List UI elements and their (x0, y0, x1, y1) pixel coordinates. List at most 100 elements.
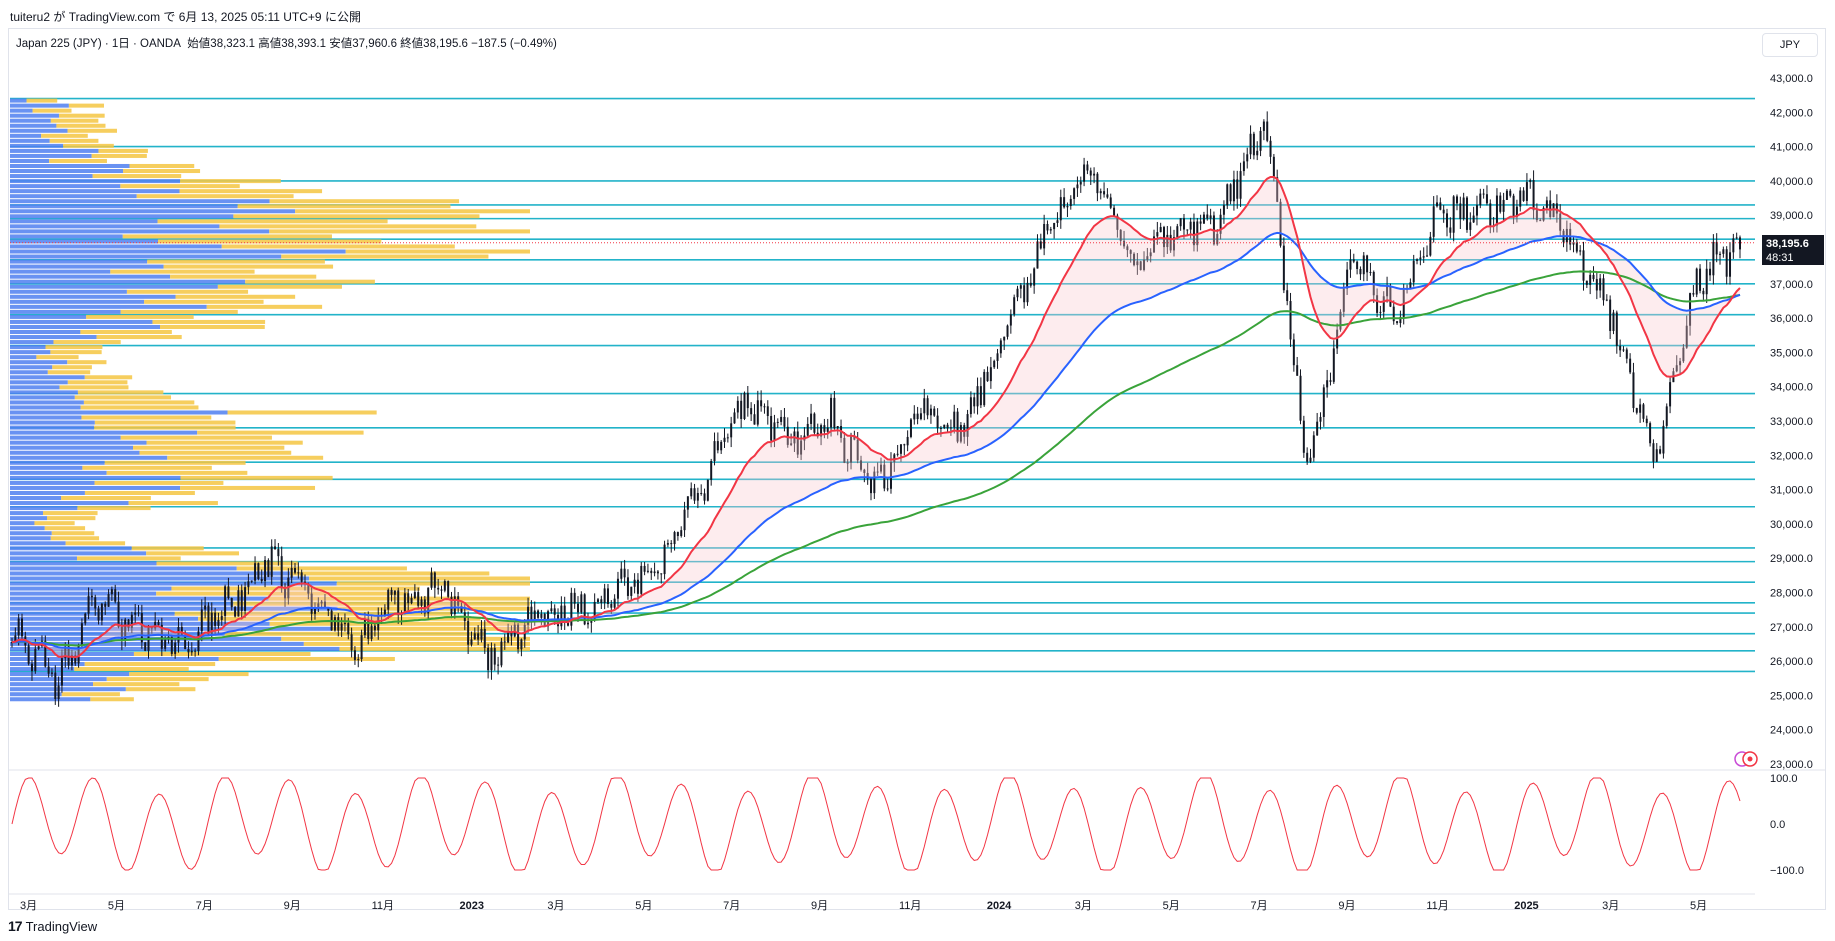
volume-profile-bar (179, 189, 323, 194)
volume-profile-bar (51, 531, 95, 536)
volume-profile-bar (129, 163, 195, 169)
candle-body (257, 563, 260, 579)
candle-body (716, 441, 719, 451)
candle-body (1519, 190, 1522, 207)
candle-body (1043, 224, 1046, 249)
volume-profile-bar (10, 269, 111, 274)
volume-profile-bar (10, 299, 145, 304)
price-tick-label: 41,000.0 (1770, 142, 1813, 154)
candle-body (1642, 404, 1645, 419)
volume-profile-bar (10, 586, 172, 591)
candle-body (343, 623, 346, 625)
candle-body (633, 579, 636, 587)
volume-profile-bar (120, 309, 238, 314)
record-icon[interactable] (1732, 750, 1762, 768)
volume-profile-bar (136, 194, 294, 199)
candle-body (97, 608, 100, 621)
candle-body (1332, 348, 1335, 382)
candle-body (307, 583, 310, 594)
candle-body (204, 605, 207, 610)
candle-body (27, 645, 30, 664)
volume-profile-bar (303, 641, 530, 646)
candle-body (989, 367, 992, 382)
candle-body (383, 609, 386, 615)
volume-profile-bar (10, 460, 105, 465)
time-axis-label: 3月 (1602, 900, 1619, 912)
candle-body (1202, 214, 1205, 224)
candle-body (763, 406, 766, 408)
candle-body (214, 612, 217, 626)
volume-profile-bar (81, 415, 212, 420)
candle-body (1199, 221, 1202, 224)
candle-body (1013, 297, 1016, 315)
candle-body (503, 641, 506, 643)
symbol-name[interactable]: Japan 225 (JPY) · 1日 · OANDA (16, 38, 181, 50)
candle-body (1426, 255, 1429, 257)
candle-body (1016, 288, 1019, 298)
candle-body (190, 650, 193, 653)
candle-body (1705, 268, 1708, 295)
volume-profile-bar (146, 551, 240, 556)
price-tick-label: 40,000.0 (1770, 176, 1813, 188)
volume-profile-bar (10, 385, 60, 390)
candle-body (1439, 202, 1442, 210)
candle-body (923, 398, 926, 414)
candle-body (1272, 156, 1275, 178)
candle-body (1432, 206, 1435, 237)
candle-body (1053, 222, 1056, 230)
candle-body (1289, 301, 1292, 340)
candle-body (969, 397, 972, 415)
volume-profile-bar (10, 405, 81, 410)
ema-slow-line (12, 270, 1741, 647)
volume-profile-bar (237, 204, 451, 209)
candle-body (796, 431, 799, 455)
volume-profile-bar (10, 375, 85, 380)
footer-brand[interactable]: 17 TradingView (8, 915, 97, 937)
candle-body (1189, 221, 1192, 230)
candle-body (696, 492, 699, 501)
volume-profile-bar (10, 490, 85, 496)
candle-body (230, 598, 233, 608)
volume-profile-bar (91, 153, 147, 158)
candle-body (323, 601, 326, 609)
volume-profile-bar (10, 264, 164, 269)
candle-body (110, 589, 113, 595)
candle-body (826, 427, 829, 432)
volume-profile-bar (197, 430, 364, 435)
volume-profile-bar (10, 611, 175, 616)
volume-profile-bar (120, 184, 240, 189)
volume-profile-bar (10, 546, 132, 551)
volume-profile-bar (10, 329, 81, 335)
candle-body (50, 672, 53, 674)
candle-body (1605, 299, 1608, 301)
volume-profile-bar (10, 174, 93, 179)
candle-body (1732, 238, 1735, 253)
volume-profile-bar (59, 385, 129, 390)
currency-button[interactable]: JPY (1762, 33, 1818, 57)
volume-profile-bar (10, 501, 129, 506)
volume-profile-bar (10, 626, 332, 631)
candle-body (866, 472, 869, 479)
volume-profile-bar (68, 103, 104, 108)
volume-profile-bar (10, 138, 50, 143)
candle-body (956, 411, 959, 442)
volume-profile-bar (10, 189, 180, 194)
candle-body (390, 589, 393, 595)
volume-profile-bar (10, 128, 68, 133)
candle-body (1589, 274, 1592, 285)
candle-body (77, 644, 80, 664)
volume-profile-bar (77, 390, 164, 395)
volume-profile-bar (10, 591, 157, 596)
volume-profile-bar (10, 641, 304, 646)
candle-body (973, 397, 976, 407)
volume-profile-bar (53, 340, 121, 345)
volume-profile-bar (10, 380, 68, 385)
volume-profile-bar (10, 430, 198, 435)
candle-body (929, 408, 932, 416)
volume-profile-bar (61, 692, 120, 697)
candle-body (513, 624, 516, 637)
oscillator-tick-label: 0.0 (1770, 819, 1785, 831)
candle-body (1159, 227, 1162, 233)
volume-profile-bar (227, 410, 377, 415)
